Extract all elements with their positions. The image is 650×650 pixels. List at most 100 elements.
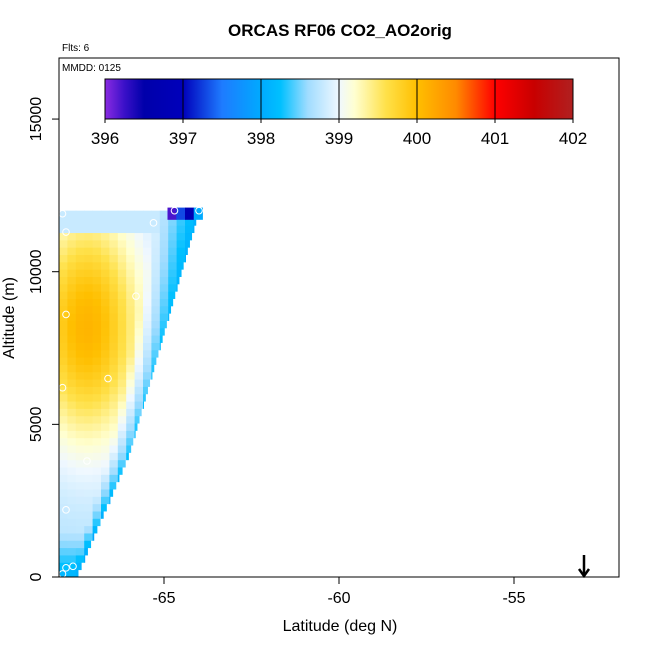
heatmap-cell (151, 371, 153, 380)
heatmap-cell (126, 430, 135, 439)
heatmap-cell (75, 291, 85, 299)
heatmap-cell (92, 291, 102, 299)
heatmap-cell (59, 415, 68, 424)
heatmap-cell (159, 217, 169, 226)
heatmap-cell (101, 247, 110, 256)
heatmap-cell (75, 349, 85, 358)
heatmap-cell (109, 401, 119, 409)
heatmap-cell (67, 430, 77, 439)
heatmap-cell (151, 217, 161, 226)
heatmap-cell (109, 415, 119, 424)
heatmap-cell (151, 342, 161, 351)
heatmap-cell (67, 254, 77, 263)
heatmap-cell (92, 210, 102, 219)
heatmap-cell (151, 239, 161, 248)
heatmap-cell (101, 386, 110, 395)
heatmap-cell (67, 452, 77, 461)
heatmap-cell (92, 379, 102, 387)
heatmap-cell (126, 305, 135, 314)
y-tick-label: 0 (28, 572, 45, 581)
heatmap-cell (151, 232, 161, 241)
heatmap-cell (67, 496, 77, 505)
heatmap-cell (75, 445, 85, 453)
heatmap-cell (75, 217, 85, 226)
heatmap-cell (109, 445, 119, 453)
heatmap-cell (151, 327, 161, 336)
heatmap-cell (92, 225, 102, 234)
heatmap-cell (143, 401, 144, 409)
heatmap-cell (109, 327, 119, 336)
heatmap-cell (59, 254, 68, 263)
heatmap-cell (151, 298, 161, 307)
heatmap-cell (134, 357, 144, 365)
heatmap-cell (134, 298, 144, 307)
heatmap-cell (75, 247, 85, 256)
heatmap-cell (67, 276, 77, 285)
observation-point (195, 206, 203, 215)
heatmap-cell (59, 305, 68, 314)
heatmap-cell (59, 423, 68, 431)
heatmap-cell (109, 225, 119, 234)
heatmap-cell (134, 313, 144, 321)
heatmap-cell (159, 320, 167, 329)
heatmap-cell (92, 503, 102, 512)
heatmap-cell (159, 232, 169, 241)
x-axis-label: Latitude (deg N) (283, 618, 398, 635)
heatmap-cell (59, 379, 68, 387)
heatmap-cell (109, 261, 119, 270)
heatmap-cell (84, 364, 93, 373)
heatmap-cell (67, 489, 77, 497)
heatmap-cell (84, 503, 93, 512)
heatmap-cell (67, 533, 77, 541)
heatmap-cell (126, 342, 135, 351)
heatmap-cell (92, 269, 102, 277)
heatmap-cell (92, 474, 102, 483)
heatmap-cell (67, 503, 77, 512)
heatmap-cell (109, 489, 114, 497)
heatmap-cell (109, 371, 119, 380)
heatmap-cell (117, 305, 127, 314)
heatmap-cell (101, 232, 110, 241)
heatmap-cell (75, 364, 85, 373)
heatmap-cell (75, 415, 85, 424)
heatmap-cell (126, 386, 135, 395)
heatmap-cell (67, 540, 77, 549)
heatmap-cell (143, 371, 152, 380)
heatmap-cell (75, 283, 85, 292)
heatmap-cell (59, 269, 68, 277)
heatmap-cell (84, 335, 93, 343)
heatmap-cell (101, 415, 110, 424)
heatmap-cell (151, 254, 161, 263)
heatmap-cell (117, 247, 127, 256)
heatmap-cell (59, 357, 68, 365)
heatmap-cell (75, 232, 85, 241)
heatmap-cell (134, 210, 144, 219)
heatmap-cell (59, 496, 68, 505)
heatmap-cell (92, 386, 102, 395)
heatmap-cell (101, 320, 110, 329)
heatmap-cell (101, 430, 110, 439)
heatmap-cell (75, 313, 85, 321)
heatmap-cell (117, 313, 127, 321)
heatmap-cell (59, 386, 68, 395)
colorbar-tick-label: 400 (403, 129, 431, 148)
heatmap-cell (101, 357, 110, 365)
heatmap-cell (143, 313, 152, 321)
heatmap-cell (67, 349, 77, 358)
heatmap-cell (117, 210, 127, 219)
heatmap-cell (67, 525, 77, 534)
heatmap-cell (101, 298, 110, 307)
heatmap-cell (185, 239, 190, 248)
heatmap-cells (59, 207, 203, 578)
observation-point (62, 506, 70, 514)
heatmap-cell (109, 393, 119, 402)
heatmap-cell (67, 518, 77, 527)
heatmap-cell (168, 232, 177, 241)
heatmap-cell (117, 283, 127, 292)
heatmap-cell (67, 364, 77, 373)
heatmap-cell (67, 225, 77, 234)
heatmap-cell (84, 283, 93, 292)
heatmap-cell (59, 276, 68, 285)
heatmap-cell (126, 225, 135, 234)
colorbar: 396 397 398 399 400 401 402 (91, 78, 587, 148)
